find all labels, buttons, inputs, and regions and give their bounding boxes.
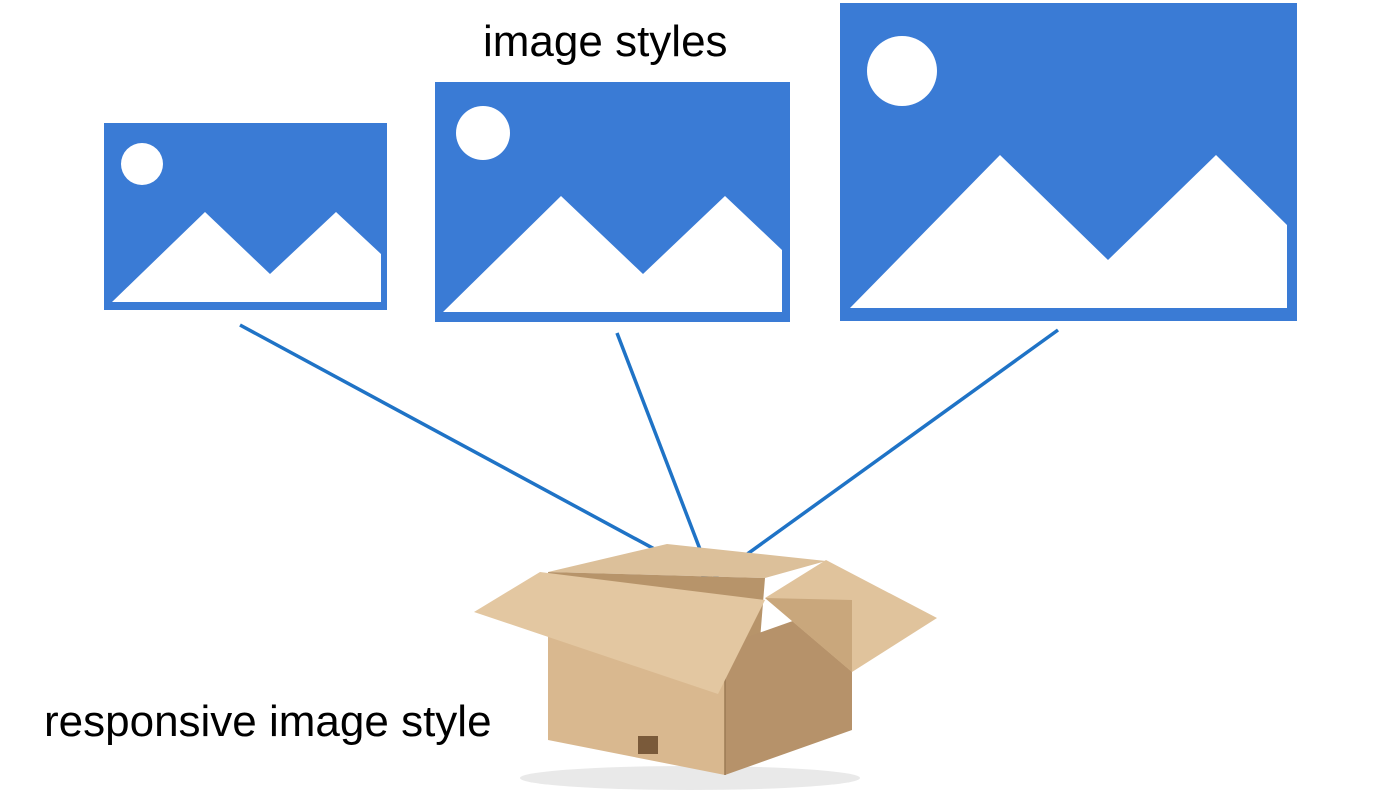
connector-line-large [712, 328, 1060, 580]
image-styles-label: image styles [483, 17, 728, 66]
image-placeholder-large [840, 3, 1297, 321]
box-tape [638, 736, 658, 754]
connector-lines [239, 323, 1060, 580]
image-placeholder-small [104, 123, 387, 310]
mountains-icon [443, 196, 782, 312]
cardboard-box-icon [474, 544, 937, 790]
mountains-icon [112, 212, 381, 302]
box-right-flap-edge [765, 598, 852, 672]
box-back-flap [548, 544, 826, 578]
responsive-image-style-label: responsive image style [44, 697, 492, 746]
box-left-flap [474, 572, 765, 694]
mountains-icon [850, 155, 1287, 308]
box-shadow [520, 766, 860, 790]
image-placeholder-medium [435, 82, 790, 322]
sun-icon [867, 36, 937, 106]
sun-icon [456, 106, 510, 160]
connector-line-small [239, 323, 709, 580]
connector-line-medium [615, 332, 713, 579]
sun-icon [121, 143, 163, 185]
